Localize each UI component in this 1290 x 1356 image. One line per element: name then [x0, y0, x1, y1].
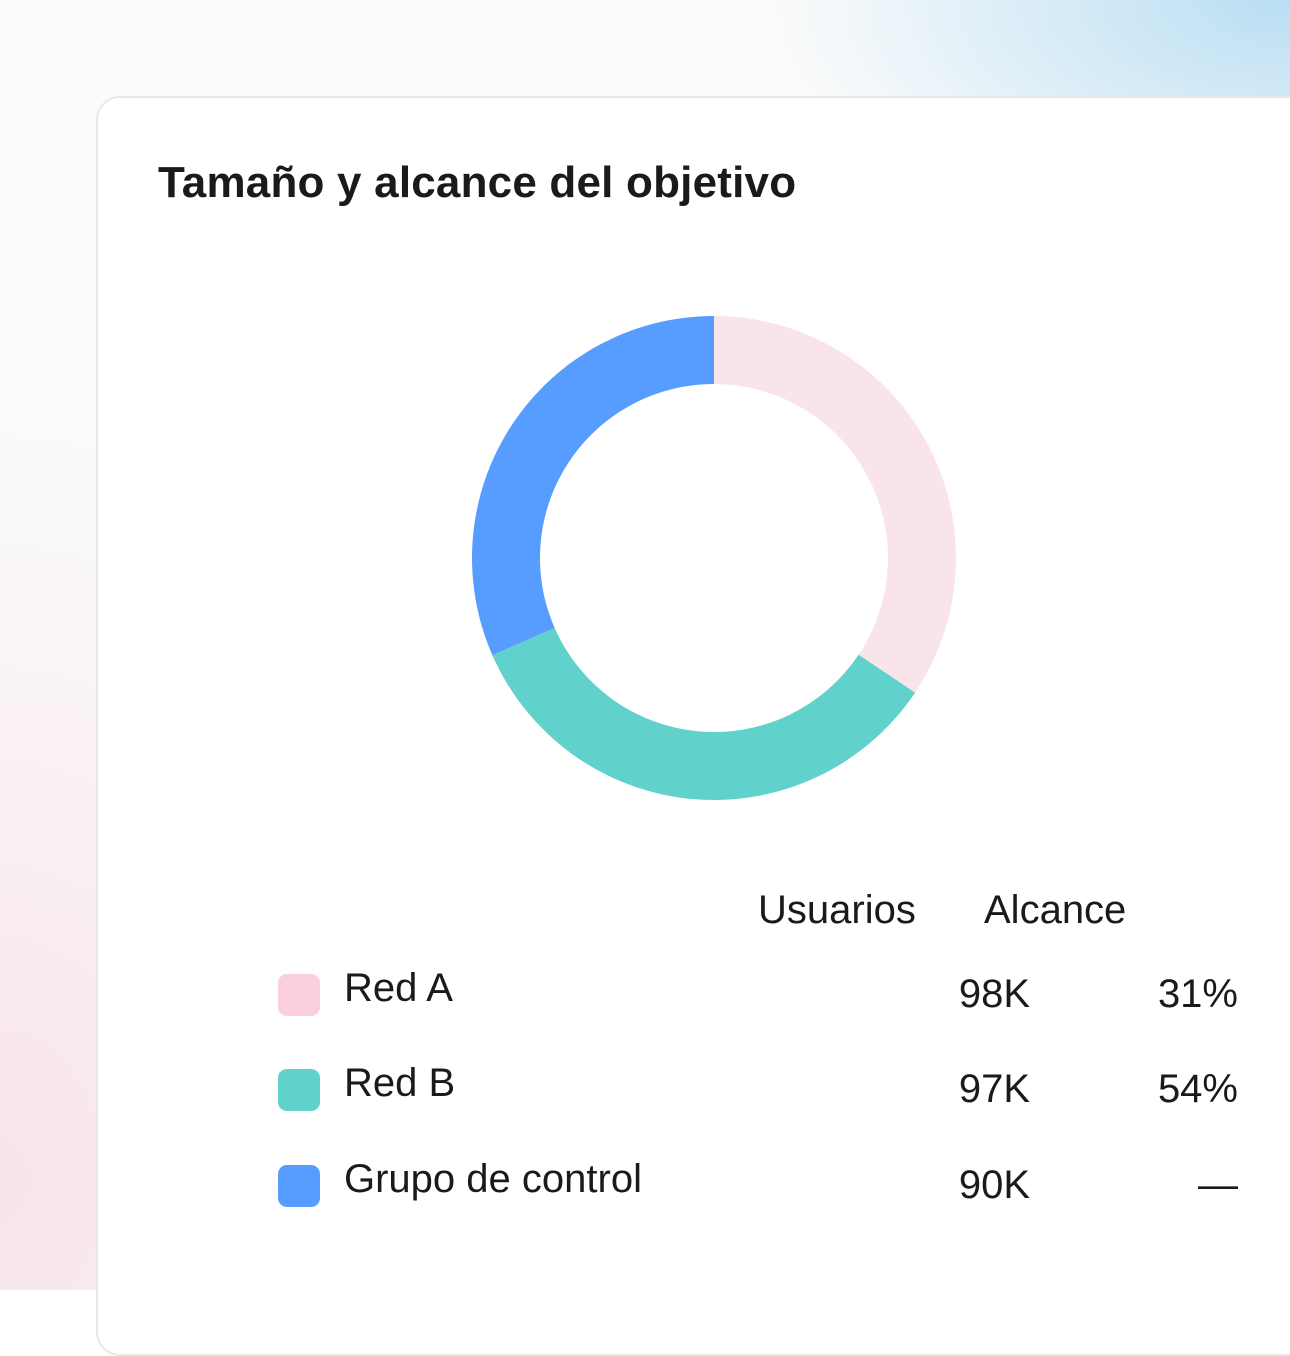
reach-red-a: 31% — [1157, 972, 1238, 1016]
swatch-control-group — [278, 1165, 320, 1207]
legend-row-red-a: Red A 98K 31% — [274, 966, 1238, 1026]
reach-red-b: 54% — [1157, 1067, 1238, 1111]
reach-control-group: — — [1198, 1163, 1238, 1207]
legend-label-red-b: Red B — [344, 1061, 456, 1105]
donut-chart — [472, 316, 956, 800]
users-red-a: 98K — [958, 972, 1030, 1016]
legend-label-red-a: Red A — [344, 966, 453, 1010]
donut-slice-red-b — [492, 627, 916, 800]
legend-label-control-group: Grupo de control — [344, 1157, 642, 1201]
target-size-card: Tamaño y alcance del objetivo Usuarios A… — [96, 96, 1290, 1356]
swatch-red-a — [278, 974, 320, 1016]
legend-row-control-group: Grupo de control 90K — — [274, 1157, 1238, 1217]
legend-table: Usuarios Alcance Red A 98K 31% Red B 97K… — [274, 888, 1238, 1268]
column-header-reach: Alcance — [984, 888, 1127, 932]
users-control-group: 90K — [958, 1163, 1030, 1207]
donut-slice-red-a — [714, 316, 956, 693]
card-title: Tamaño y alcance del objetivo — [158, 158, 797, 207]
donut-slice-grupo-de-control — [472, 316, 714, 656]
users-red-b: 97K — [958, 1067, 1030, 1111]
swatch-red-b — [278, 1069, 320, 1111]
column-header-users: Usuarios — [758, 888, 916, 932]
legend-row-red-b: Red B 97K 54% — [274, 1061, 1238, 1121]
